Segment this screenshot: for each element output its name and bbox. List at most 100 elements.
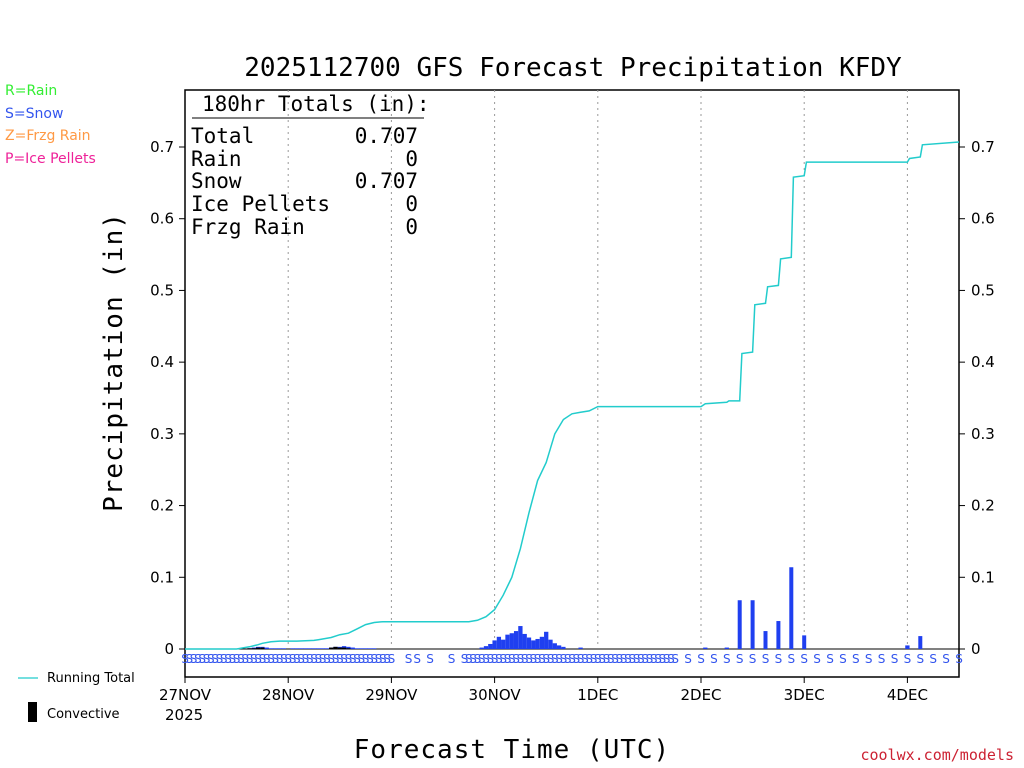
precip-type-marker: S	[254, 652, 262, 666]
snow-bar	[324, 648, 330, 649]
precip-type-marker: S	[654, 652, 662, 666]
totals-row-value: 0.707	[355, 169, 418, 193]
totals-row-value: 0	[405, 192, 418, 216]
y-tick-label-left: 0	[164, 640, 174, 658]
precip-type-marker: S	[306, 652, 314, 666]
convective-bar	[329, 647, 334, 649]
precip-type-marker: S	[646, 652, 654, 666]
snow-bar	[789, 567, 794, 649]
precip-type-marker: S	[508, 652, 516, 666]
precip-type-marker: S	[276, 652, 284, 666]
precip-type-marker: S	[228, 652, 236, 666]
totals-row-value: 0	[405, 147, 418, 171]
legend-rain: R=Rain	[5, 83, 57, 99]
precip-type-marker: S	[534, 652, 542, 666]
precip-type-marker: S	[749, 652, 757, 666]
snow-bar	[290, 648, 295, 649]
legend-ice-pellets: P=Ice Pellets	[5, 151, 96, 167]
precip-type-marker: S	[181, 652, 189, 666]
precip-type-marker: S	[495, 652, 503, 666]
snow-bar	[535, 638, 540, 649]
chart-title: 2025112700 GFS Forecast Precipitation KF…	[244, 53, 902, 83]
precip-type-marker: S	[289, 652, 297, 666]
snow-bar	[526, 637, 532, 649]
precip-type-marker: S	[379, 652, 387, 666]
precip-type-marker: S	[284, 652, 292, 666]
snow-bar	[492, 640, 497, 649]
precip-type-marker: S	[486, 652, 494, 666]
y-tick-label-right: 0.4	[971, 353, 995, 371]
precip-type-marker: S	[336, 652, 344, 666]
snow-bar	[552, 643, 557, 649]
y-tick-label-left: 0.6	[150, 210, 174, 228]
precip-type-marker: S	[413, 652, 421, 666]
precip-type-marker: S	[560, 652, 568, 666]
precip-type-marker: S	[663, 652, 671, 666]
precip-type-marker: S	[891, 652, 899, 666]
precip-type-marker: S	[637, 652, 645, 666]
snow-bar	[539, 636, 545, 649]
precip-type-marker: S	[916, 652, 924, 666]
snow-bar	[548, 639, 553, 649]
x-tick-label: 30NOV	[469, 686, 522, 704]
snow-bar	[505, 634, 510, 649]
precip-type-marker: S	[590, 652, 598, 666]
convective-swatch	[28, 702, 37, 722]
snow-bar	[372, 648, 377, 649]
snow-bar	[479, 647, 484, 649]
precip-type-marker: S	[551, 652, 559, 666]
precip-type-marker: S	[426, 652, 434, 666]
precip-type-marker: S	[216, 652, 224, 666]
totals-row-label: Total	[191, 124, 254, 148]
precip-type-marker: S	[607, 652, 615, 666]
precip-type-marker: S	[405, 652, 413, 666]
convective-bars	[247, 646, 351, 649]
precip-type-marker: S	[280, 652, 288, 666]
precip-type-marker: S	[517, 652, 525, 666]
convective-bar	[255, 647, 261, 649]
precip-type-marker: S	[865, 652, 873, 666]
snow-bar	[350, 647, 355, 649]
precip-type-marker: S	[370, 652, 378, 666]
snow-bar	[316, 648, 321, 649]
snow-bar	[776, 621, 781, 649]
convective-bar	[337, 647, 342, 649]
precip-type-marker: S	[267, 652, 275, 666]
precip-type-marker: S	[650, 652, 658, 666]
snow-bar	[367, 648, 373, 649]
snow-bar	[556, 645, 562, 649]
precip-type-marker: S	[504, 652, 512, 666]
snow-bar	[363, 648, 368, 649]
y-tick-label-left: 0.3	[150, 425, 174, 443]
precip-type-marker: S	[332, 652, 340, 666]
totals-row-value: 0.707	[355, 124, 418, 148]
precip-type-marker: S	[624, 652, 632, 666]
precip-type-marker: S	[538, 652, 546, 666]
y-tick-label-left: 0.2	[150, 497, 174, 515]
snow-bar	[918, 636, 923, 649]
precip-type-marker: S	[598, 652, 606, 666]
precip-type-marker: S	[762, 652, 770, 666]
totals-row-label: Ice Pellets	[191, 192, 330, 216]
snow-bars	[247, 567, 923, 649]
precip-type-marker: S	[224, 652, 232, 666]
precip-type-marker: S	[319, 652, 327, 666]
snow-bar	[737, 600, 742, 649]
legend-frzg-rain: Z=Frzg Rain	[5, 128, 91, 144]
snow-bar	[488, 643, 493, 649]
y-tick-label-right: 0.3	[971, 425, 995, 443]
y-tick-label-right: 0.5	[971, 281, 995, 299]
precip-type-marker: S	[603, 652, 611, 666]
snow-bar	[277, 648, 282, 649]
precip-type-marker: S	[542, 652, 550, 666]
snow-bar	[561, 646, 566, 649]
precip-type-marker: S	[491, 652, 499, 666]
precip-type-marker: S	[529, 652, 537, 666]
precip-type-marker: S	[203, 652, 211, 666]
precip-type-marker: S	[555, 652, 563, 666]
precip-type-marker: S	[697, 652, 705, 666]
x-tick-label: 29NOV	[365, 686, 418, 704]
precip-type-marker: S	[826, 652, 834, 666]
precip-type-marker: S	[581, 652, 589, 666]
